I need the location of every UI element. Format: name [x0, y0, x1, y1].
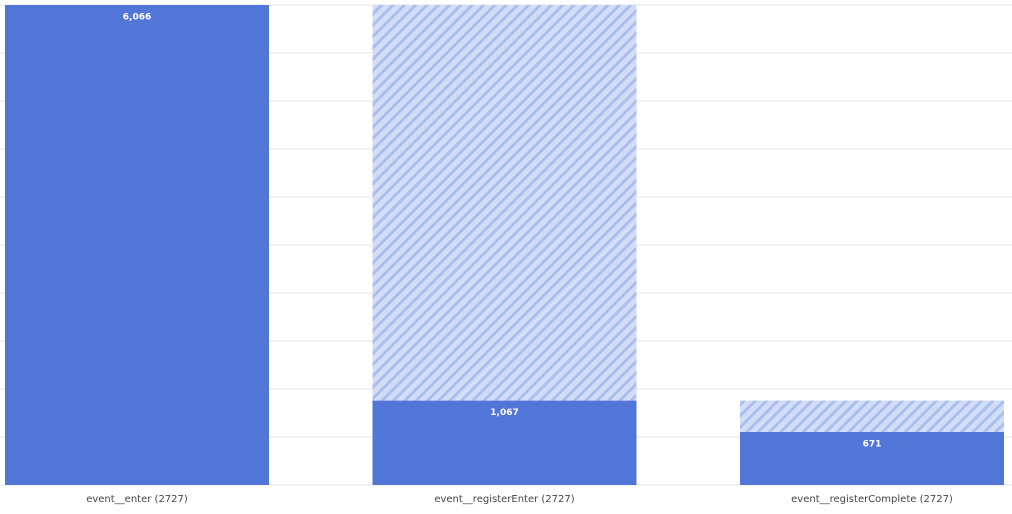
- bar: [372, 400, 637, 485]
- dropoff-bar: [372, 5, 637, 401]
- x-tick-label: event__enter (2727): [86, 494, 188, 505]
- x-tick-label: event__registerComplete (2727): [791, 494, 953, 505]
- value-label: 1,067: [490, 408, 518, 418]
- value-label: 671: [863, 439, 882, 449]
- x-tick-label: event__registerEnter (2727): [434, 494, 574, 505]
- dropoff-bar: [740, 400, 1004, 432]
- bar: [5, 5, 269, 485]
- bar: [740, 431, 1004, 485]
- value-label: 6,066: [123, 13, 151, 23]
